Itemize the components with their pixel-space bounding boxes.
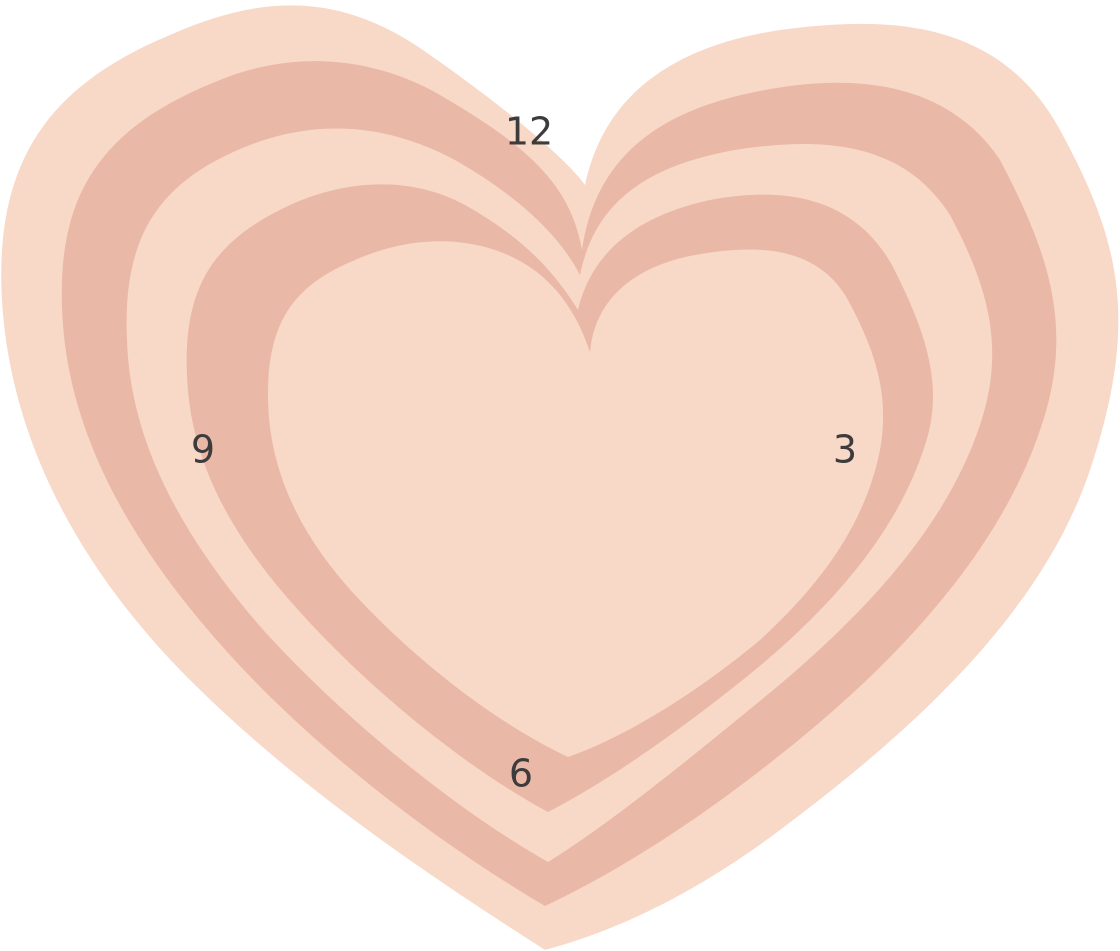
clock-numeral-3: 3	[833, 428, 857, 472]
clock-numeral-12: 12	[505, 110, 553, 154]
clock-numeral-6: 6	[509, 752, 533, 796]
heart-layer-inner	[268, 241, 884, 758]
clock-numeral-9: 9	[191, 428, 215, 472]
